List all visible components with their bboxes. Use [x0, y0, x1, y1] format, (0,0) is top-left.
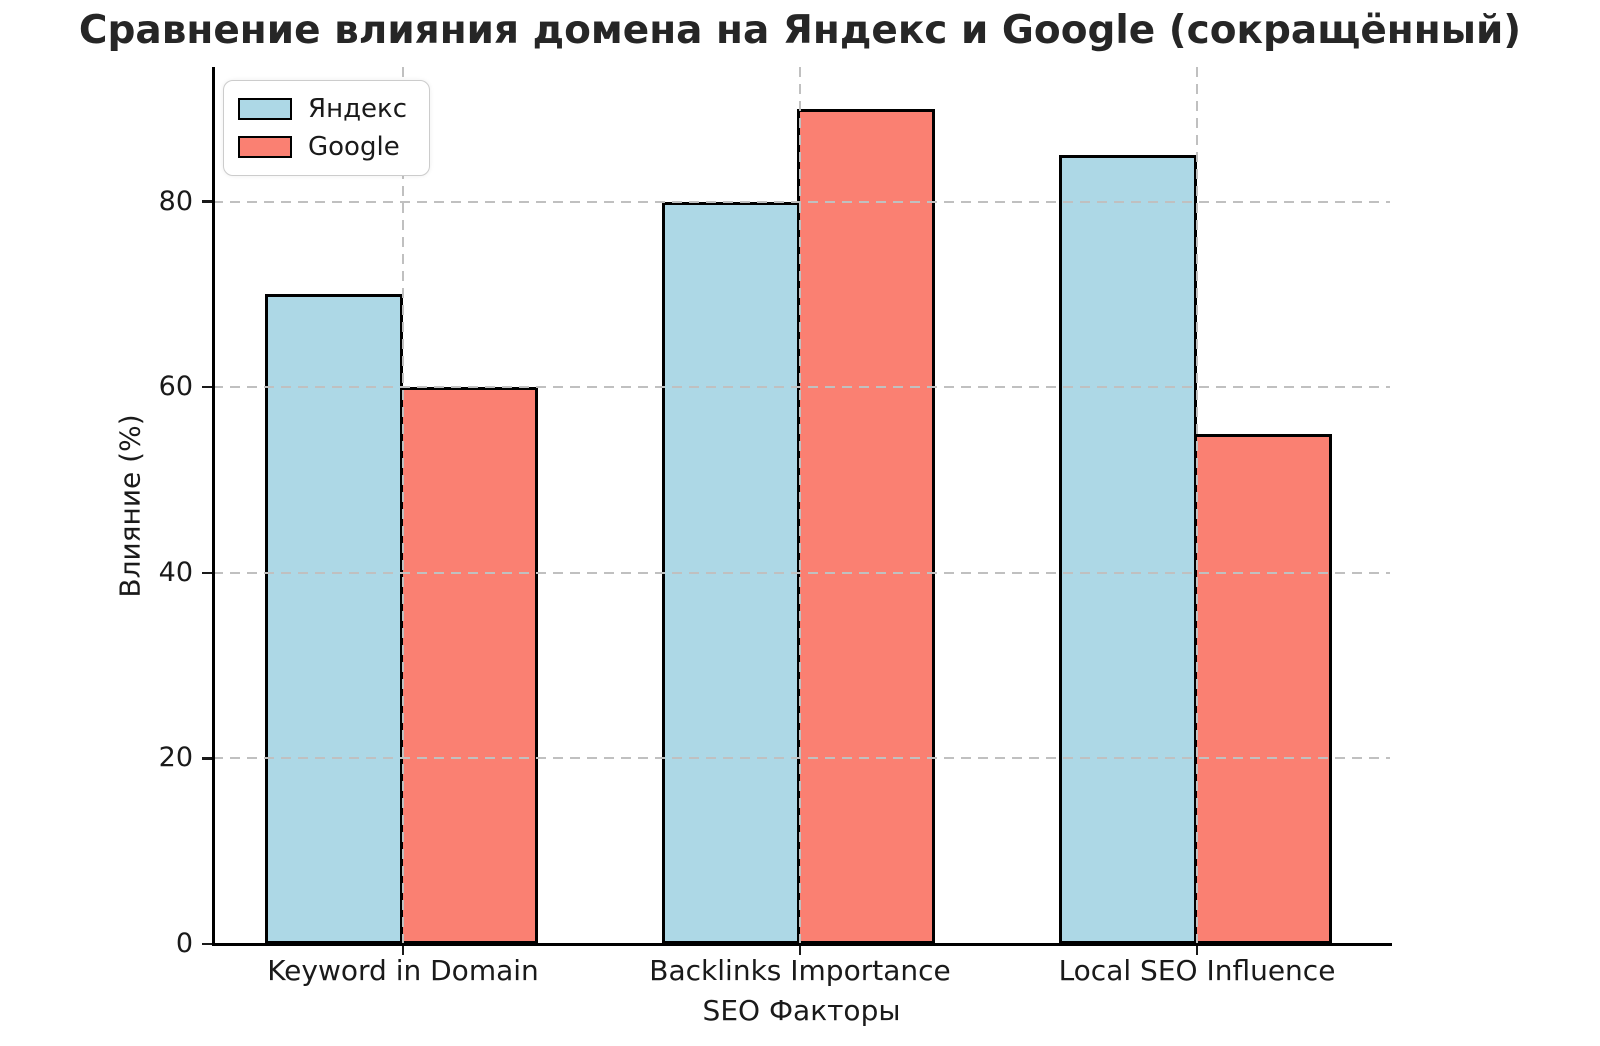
legend-swatch-google — [238, 136, 292, 158]
x-tick-label-0: Keyword in Domain — [267, 954, 539, 987]
x-tick-label-1: Backlinks Importance — [649, 954, 951, 987]
y-axis-spine — [211, 67, 215, 946]
bar-google-2 — [1194, 433, 1332, 944]
x-axis-label: SEO Факторы — [702, 994, 901, 1027]
x-tick-label-2: Local SEO Influence — [1058, 954, 1336, 987]
bar-yandex-2 — [1059, 155, 1197, 944]
axis-layer: 0 20 40 60 80 Keyword in Domain Backlinks Impo… — [159, 67, 1392, 987]
y-tick-mark-20 — [202, 757, 212, 760]
legend-item-google: Google — [238, 132, 407, 162]
bar-google-0 — [400, 387, 538, 944]
legend: Яндекс Google — [223, 80, 431, 176]
y-tick-label-60: 60 — [158, 371, 193, 403]
legend-swatch-yandex — [238, 98, 292, 120]
x-tick-mark-0 — [401, 945, 405, 955]
legend-label-yandex: Яндекс — [308, 94, 408, 124]
y-tick-mark-60 — [202, 385, 212, 389]
bar-google-1 — [797, 108, 935, 944]
y-tick-mark-0 — [202, 942, 212, 946]
x-tick-mark-2 — [1195, 945, 1199, 955]
y-tick-label-20: 20 — [158, 742, 193, 774]
y-tick-mark-80 — [202, 200, 212, 203]
legend-item-yandex: Яндекс — [238, 94, 407, 124]
y-tick-label-40: 40 — [158, 556, 193, 588]
y-tick-label-80: 80 — [158, 185, 193, 217]
plot-area: 0 20 40 60 80 Keyword in Domain Backlinks Impo… — [114, 67, 1392, 1027]
bar-yandex-0 — [265, 294, 403, 944]
legend-label-google: Google — [308, 132, 400, 162]
y-tick-label-0: 0 — [175, 928, 193, 959]
x-axis-spine — [211, 942, 1392, 946]
chart-title: Сравнение влияния домена на Яндекс и Goo… — [78, 8, 1522, 53]
y-tick-mark-40 — [202, 571, 212, 575]
x-tick-mark-1 — [798, 945, 802, 955]
